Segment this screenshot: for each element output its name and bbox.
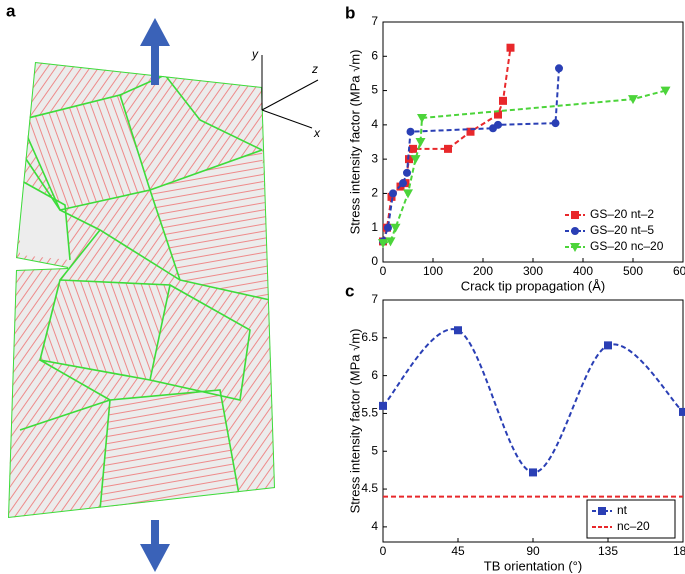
x-tick-label: 135 bbox=[598, 544, 618, 558]
x-tick-label: 500 bbox=[623, 264, 643, 278]
marker bbox=[410, 155, 421, 165]
x-tick-label: 600 bbox=[673, 264, 685, 278]
legend-frame bbox=[586, 499, 676, 539]
marker bbox=[406, 127, 415, 136]
x-axis-label: Crack tip propagation (Å) bbox=[461, 278, 606, 293]
y-tick-label: 5 bbox=[371, 83, 378, 97]
x-axis-label: TB orientation (°) bbox=[484, 558, 582, 573]
x-tick-label: 200 bbox=[473, 264, 493, 278]
marker bbox=[570, 243, 580, 252]
marker bbox=[444, 144, 452, 153]
marker bbox=[598, 507, 606, 515]
marker bbox=[399, 179, 407, 188]
y-tick-label: 1 bbox=[371, 220, 378, 234]
marker bbox=[389, 189, 397, 198]
y-tick-label: 2 bbox=[371, 186, 378, 200]
x-tick-label: 300 bbox=[523, 264, 543, 278]
marker bbox=[571, 211, 579, 219]
panel-label: a bbox=[6, 1, 16, 20]
marker bbox=[415, 138, 426, 147]
y-tick-label: 6 bbox=[371, 368, 378, 382]
y-tick-label: 4 bbox=[371, 519, 378, 533]
marker bbox=[454, 326, 462, 335]
marker bbox=[571, 227, 579, 235]
marker bbox=[384, 223, 392, 232]
marker bbox=[506, 43, 515, 52]
y-tick-label: 6.5 bbox=[361, 330, 378, 344]
y-tick-label: 5 bbox=[371, 443, 378, 457]
marker bbox=[679, 407, 685, 416]
x-tick-label: 400 bbox=[573, 264, 593, 278]
marker bbox=[494, 120, 502, 129]
marker bbox=[529, 468, 537, 477]
y-tick-label: 4 bbox=[371, 117, 378, 131]
marker bbox=[555, 64, 563, 73]
x-tick-label: 90 bbox=[526, 544, 540, 558]
marker bbox=[417, 114, 427, 123]
x-tick-label: 0 bbox=[380, 264, 387, 278]
x-tick-label: 100 bbox=[423, 264, 443, 278]
y-tick-label: 7 bbox=[371, 14, 378, 28]
marker bbox=[390, 223, 401, 233]
marker bbox=[604, 341, 612, 350]
marker bbox=[409, 144, 417, 153]
y-axis-label: Stress intensity factor (MPa √m) bbox=[347, 50, 362, 235]
y-tick-label: 5.5 bbox=[361, 406, 378, 420]
marker bbox=[660, 86, 671, 96]
axis-label: y bbox=[251, 47, 259, 61]
marker bbox=[378, 239, 388, 249]
legend-label: GS–20 nc–20 bbox=[590, 239, 664, 253]
y-tick-label: 0 bbox=[371, 254, 378, 268]
legend-label: nc–20 bbox=[617, 519, 650, 533]
panel-label: c bbox=[345, 281, 354, 300]
y-tick-label: 7 bbox=[371, 292, 378, 306]
series-line bbox=[382, 89, 666, 245]
x-tick-label: 0 bbox=[380, 544, 387, 558]
marker bbox=[385, 237, 396, 247]
marker bbox=[403, 168, 411, 177]
plot-frame bbox=[382, 21, 684, 263]
marker bbox=[494, 110, 502, 119]
marker bbox=[628, 95, 638, 105]
legend-label: nt bbox=[617, 503, 628, 517]
series-line bbox=[382, 68, 560, 242]
y-axis-label: Stress intensity factor (MPa √m) bbox=[347, 329, 362, 514]
panel-a-illustration: a y z x bbox=[6, 1, 321, 572]
marker bbox=[466, 127, 475, 136]
x-tick-label: 45 bbox=[451, 544, 465, 558]
y-tick-label: 6 bbox=[371, 48, 378, 62]
panel-label: b bbox=[345, 3, 355, 22]
marker bbox=[551, 119, 560, 128]
marker bbox=[379, 401, 387, 410]
legend-label: GS–20 nt–2 bbox=[590, 207, 654, 221]
y-tick-label: 3 bbox=[371, 151, 378, 165]
marker bbox=[499, 96, 507, 105]
legend-label: GS–20 nt–5 bbox=[590, 223, 654, 237]
axis-label: x bbox=[313, 126, 321, 140]
x-tick-label: 180 bbox=[673, 544, 685, 558]
marker bbox=[403, 189, 413, 199]
y-tick-label: 4.5 bbox=[361, 481, 378, 495]
axis-label: z bbox=[311, 62, 318, 76]
